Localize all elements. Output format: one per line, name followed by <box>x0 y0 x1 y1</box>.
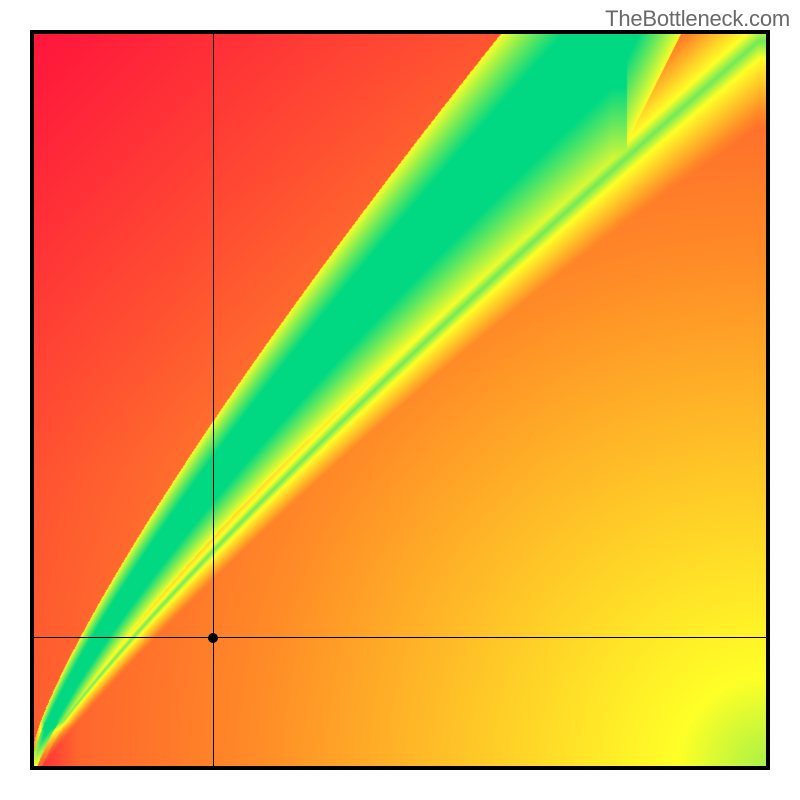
crosshair-vertical <box>213 34 214 766</box>
heatmap-canvas <box>34 34 766 766</box>
crosshair-horizontal <box>34 637 766 638</box>
chart-container: TheBottleneck.com <box>0 0 800 800</box>
watermark-text: TheBottleneck.com <box>605 6 790 32</box>
heatmap-plot <box>34 34 766 766</box>
crosshair-point <box>208 633 218 643</box>
